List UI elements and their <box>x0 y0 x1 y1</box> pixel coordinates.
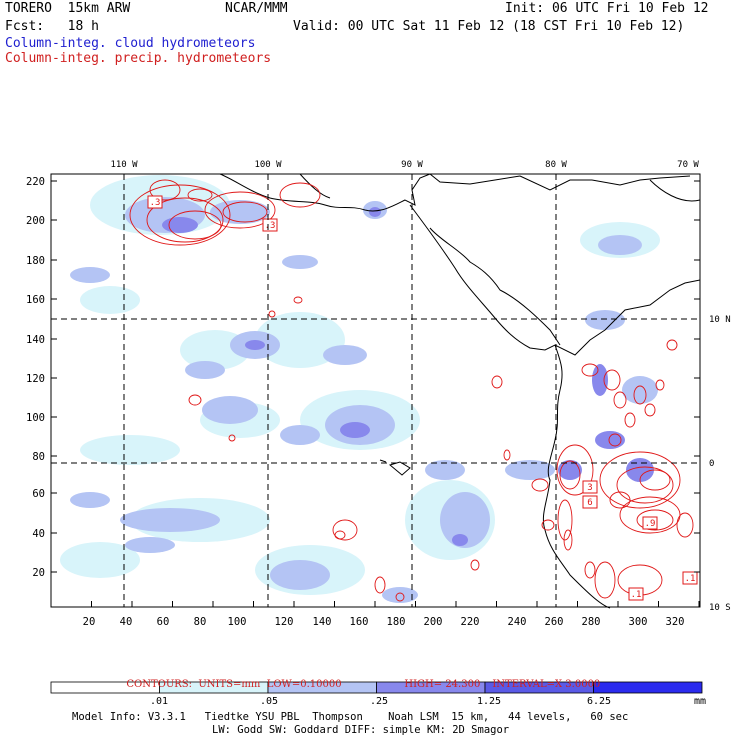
x-tick-label: 160 <box>350 616 369 628</box>
contour-high-value: 24.300 <box>445 679 481 690</box>
x-tick-marks <box>50 601 700 607</box>
x-axis-labels: 20 40 60 80 100 120 140 160 180 200 220 … <box>83 616 685 628</box>
y-tick-label: 40 <box>32 528 45 540</box>
x-tick-label: 300 <box>629 616 648 628</box>
lat-label: 10 N <box>709 315 731 325</box>
colorbar-label: 6.25 <box>587 696 612 707</box>
colorbar-label: .01 <box>150 696 169 707</box>
x-tick-label: 140 <box>313 616 332 628</box>
colorbar-label: .05 <box>260 696 279 707</box>
contour-label: 6 <box>587 498 592 508</box>
y-tick-marks <box>51 180 700 573</box>
init-time: Init: 06 UTC Fri 10 Feb 12 <box>505 1 709 16</box>
x-tick-label: 200 <box>424 616 443 628</box>
contour-label: .3 <box>265 221 276 231</box>
x-tick-label: 260 <box>545 616 564 628</box>
contour-label-boxes <box>147 195 698 601</box>
x-tick-label: 60 <box>157 616 170 628</box>
contour-label: .1 <box>685 574 696 584</box>
colorbar-unit: mm <box>694 696 707 707</box>
contour-high: HIGH= 24.300 <box>398 668 480 690</box>
contour-label: .1 <box>631 590 642 600</box>
lon-label: 80 W <box>545 160 567 170</box>
cloud-field <box>60 175 660 603</box>
y-tick-label: 200 <box>26 215 45 227</box>
colorbar <box>50 681 703 694</box>
colorbar-swatch <box>593 681 703 694</box>
colorbar-label: 1.25 <box>477 696 502 707</box>
y-tick-label: 60 <box>32 488 45 500</box>
lon-label: 90 W <box>401 160 423 170</box>
x-tick-label: 180 <box>387 616 406 628</box>
contour-interval-value: 3.0000 <box>565 679 601 690</box>
contour-prefix: CONTOURS: UNITS=mm LOW= <box>126 679 301 690</box>
contour-interval-label: INTERVAL=X <box>492 679 563 690</box>
longitude-labels: 110 W 100 W 90 W 80 W 70 W <box>110 160 699 170</box>
valid-time: Valid: 00 UTC Sat 11 Feb 12 (18 CST Fri … <box>293 19 685 34</box>
lon-label: 100 W <box>254 160 282 170</box>
footer-model-info: Model Info: V3.3.1 Tiedtke YSU PBL Thomp… <box>72 711 629 723</box>
y-tick-label: 220 <box>26 176 45 188</box>
lon-label: 70 W <box>677 160 699 170</box>
forecast-hour: Fcst: 18 h <box>5 19 99 34</box>
lon-label: 110 W <box>110 160 138 170</box>
x-tick-label: 320 <box>666 616 685 628</box>
model-title: TORERO 15km ARW <box>5 1 131 16</box>
contour-low: 0.10000 <box>300 679 342 690</box>
y-tick-label: 20 <box>32 567 45 579</box>
legend-precip: Column-integ. precip. hydrometeors <box>5 51 272 66</box>
precip-contours <box>129 179 694 602</box>
y-tick-label: 180 <box>26 255 45 267</box>
x-tick-label: 20 <box>83 616 96 628</box>
lat-label: 0 <box>709 459 714 469</box>
org-title: NCAR/MMM <box>225 1 288 16</box>
y-axis-labels: 220 200 180 160 140 120 100 80 60 40 20 <box>26 176 45 579</box>
colorbar-label: .25 <box>370 696 389 707</box>
y-tick-label: 160 <box>26 294 45 306</box>
legend-cloud: Column-integ. cloud hydrometeors <box>5 36 256 51</box>
lat-label: 10 S <box>709 603 731 613</box>
latlon-grid <box>51 174 700 607</box>
contour-interval: INTERVAL=X 3.0000 <box>486 668 600 690</box>
y-tick-label: 100 <box>26 412 45 424</box>
x-tick-label: 40 <box>120 616 133 628</box>
x-tick-label: 280 <box>582 616 601 628</box>
footer-physics: LW: Godd SW: Goddard DIFF: simple KM: 2D… <box>212 724 510 736</box>
contour-info: CONTOURS: UNITS=mm LOW=0.10000 <box>120 668 342 690</box>
x-tick-label: 100 <box>228 616 247 628</box>
x-tick-label: 240 <box>508 616 527 628</box>
y-tick-label: 80 <box>32 451 45 463</box>
contour-label: .3 <box>150 198 161 208</box>
x-tick-label: 220 <box>461 616 480 628</box>
contour-high-label: HIGH= <box>404 679 443 690</box>
contour-label: 3 <box>587 483 592 493</box>
x-tick-label: 80 <box>194 616 207 628</box>
y-tick-label: 120 <box>26 373 45 385</box>
contour-labels: .3 .3 3 6 .9 .1 .1 <box>150 198 696 600</box>
contour-label: .9 <box>645 519 656 529</box>
coastlines <box>219 173 701 609</box>
y-tick-label: 140 <box>26 334 45 346</box>
x-tick-label: 120 <box>275 616 294 628</box>
latitude-labels: 10 N 0 10 S <box>709 315 731 613</box>
